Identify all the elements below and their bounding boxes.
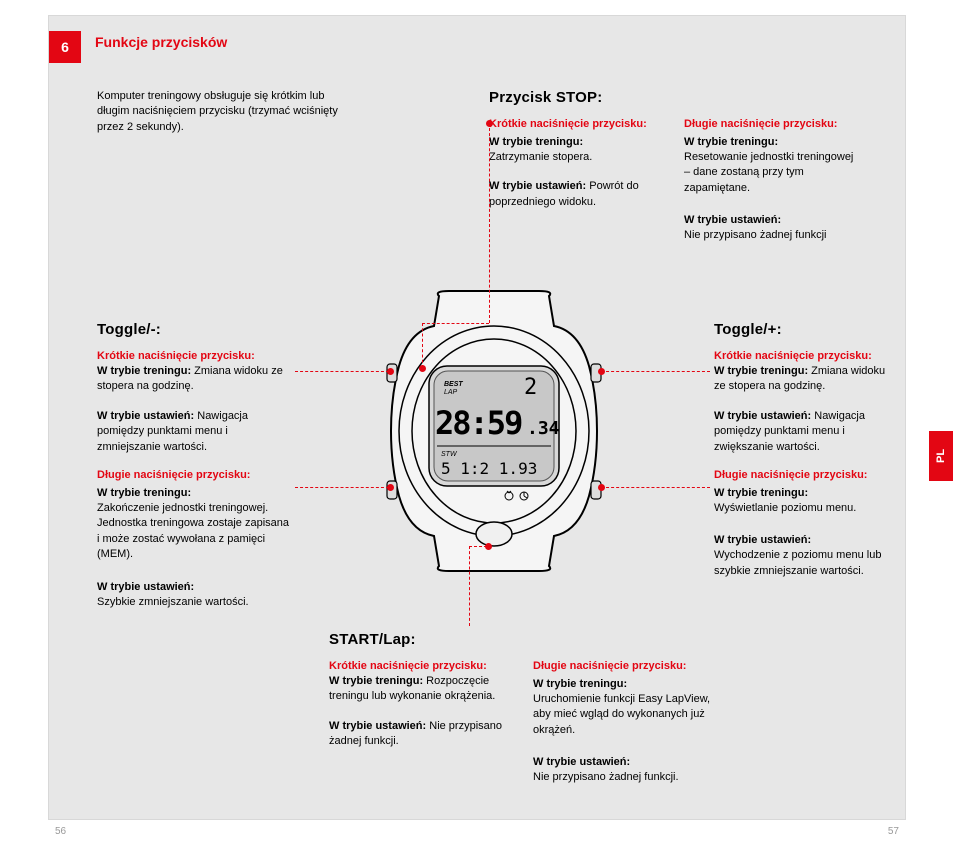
tp-long-m1-label: W trybie treningu: — [714, 487, 808, 499]
start-header: START/Lap: — [329, 631, 729, 648]
toggle-plus-header: Toggle/+: — [714, 321, 894, 338]
tp-long-m1-text: Wyświetlanie poziomu menu. — [714, 501, 894, 516]
manual-page: 6 Funkcje przycisków Komputer treningowy… — [48, 15, 906, 820]
tp-short-m1-label: W trybie treningu: — [714, 365, 808, 377]
leader-stop-v2 — [422, 323, 423, 368]
tm-long-m2-text: Szybkie zmniejszanie wartości. — [97, 595, 292, 610]
leader-start-v — [469, 546, 470, 626]
start-long-col: Długie naciśnięcie przycisku: W trybie t… — [533, 660, 713, 800]
tm-short-label: Krótkie naciśnięcie przycisku: — [97, 350, 292, 362]
toggle-plus-section: Toggle/+: Krótkie naciśnięcie przycisku:… — [714, 321, 894, 593]
dot-start — [485, 543, 492, 550]
stop-long-mode2-label: W trybie ustawień: — [684, 214, 781, 226]
toggle-minus-section: Toggle/-: Krótkie naciśnięcie przycisku:… — [97, 321, 292, 624]
stop-short-mode2-label: W trybie ustawień: — [489, 180, 586, 192]
stop-short-col: Krótkie naciśnięcie przycisku: W trybie … — [489, 118, 664, 258]
start-short-col: Krótkie naciśnięcie przycisku: W trybie … — [329, 660, 509, 800]
footer-page-left: 56 — [55, 826, 66, 837]
language-tab: PL — [929, 431, 953, 481]
disp-sub: 5 1:2 1.93 — [441, 459, 537, 478]
start-short-m2-label: W trybie ustawień: — [329, 720, 426, 732]
page-title: Funkcje przycisków — [95, 34, 227, 50]
disp-lap: LAP — [444, 389, 458, 396]
disp-best: BEST — [444, 381, 463, 388]
stop-short-mode1-label: W trybie treningu: — [489, 136, 583, 148]
stop-long-mode2-text: Nie przypisano żadnej funkcji — [684, 228, 859, 243]
disp-lapnum: 2 — [524, 375, 537, 400]
page-number-badge: 6 — [49, 31, 81, 63]
dot-stop-top — [419, 365, 426, 372]
stop-short-mode1-text: Zatrzymanie stopera. — [489, 150, 664, 165]
tm-long-m2-label: W trybie ustawień: — [97, 581, 194, 593]
tp-long-m2-text: Wychodzenie z poziomu menu lub szybkie z… — [714, 548, 894, 579]
dot-stop-src — [486, 120, 493, 127]
tp-long-label: Długie naciśnięcie przycisku: — [714, 469, 894, 481]
stop-long-mode1-label: W trybie treningu: — [684, 136, 778, 148]
dot-tp-bot — [598, 484, 605, 491]
dot-tm-bot — [387, 484, 394, 491]
watch-illustration: BEST LAP 2 28:59 .34 STW 5 1:2 1.93 — [379, 286, 609, 576]
tp-long-m2-label: W trybie ustawień: — [714, 534, 811, 546]
leader-stop-v — [489, 123, 490, 323]
start-short-label: Krótkie naciśnięcie przycisku: — [329, 660, 509, 672]
start-long-m2-text: Nie przypisano żadnej funkcji. — [533, 770, 713, 785]
stop-long-mode1-text: Resetowanie jednostki treningowej – dane… — [684, 150, 859, 196]
leader-tm-bot — [295, 487, 389, 488]
leader-tp-top — [601, 371, 710, 372]
leader-tp-bot — [601, 487, 710, 488]
tm-short-m1-label: W trybie treningu: — [97, 365, 191, 377]
stop-long-label: Długie naciśnięcie przycisku: — [684, 118, 859, 130]
footer-page-right: 57 — [888, 826, 899, 837]
stop-header: Przycisk STOP: — [489, 89, 859, 106]
dot-tm-top — [387, 368, 394, 375]
tm-long-m1-label: W trybie treningu: — [97, 487, 191, 499]
stop-section: Przycisk STOP: Krótkie naciśnięcie przyc… — [489, 89, 859, 258]
start-long-m1-label: W trybie treningu: — [533, 678, 627, 690]
dot-tp-top — [598, 368, 605, 375]
leader-tm-top — [295, 371, 389, 372]
tp-short-m2-label: W trybie ustawień: — [714, 410, 811, 422]
tm-short-m2-label: W trybie ustawień: — [97, 410, 194, 422]
watch-svg: BEST LAP 2 28:59 .34 STW 5 1:2 1.93 — [379, 286, 609, 576]
start-long-m2-label: W trybie ustawień: — [533, 756, 630, 768]
tm-long-m1-text: Zakończenie jednostki treningowej. Jedno… — [97, 501, 292, 563]
toggle-minus-header: Toggle/-: — [97, 321, 292, 338]
start-short-m1-label: W trybie treningu: — [329, 675, 423, 687]
disp-main: 28:59 — [435, 404, 522, 442]
start-long-label: Długie naciśnięcie przycisku: — [533, 660, 713, 672]
start-section: START/Lap: Krótkie naciśnięcie przycisku… — [329, 631, 729, 800]
leader-stop-h — [422, 323, 489, 324]
intro-text: Komputer treningowy obsługuje się krótki… — [97, 89, 347, 135]
tp-short-label: Krótkie naciśnięcie przycisku: — [714, 350, 894, 362]
stop-short-label: Krótkie naciśnięcie przycisku: — [489, 118, 664, 130]
tm-long-label: Długie naciśnięcie przycisku: — [97, 469, 292, 481]
disp-main-dec: .34 — [527, 418, 560, 439]
start-long-m1-text: Uruchomienie funkcji Easy LapView, aby m… — [533, 692, 713, 738]
disp-stw: STW — [441, 451, 458, 458]
stop-long-col: Długie naciśnięcie przycisku: W trybie t… — [684, 118, 859, 258]
